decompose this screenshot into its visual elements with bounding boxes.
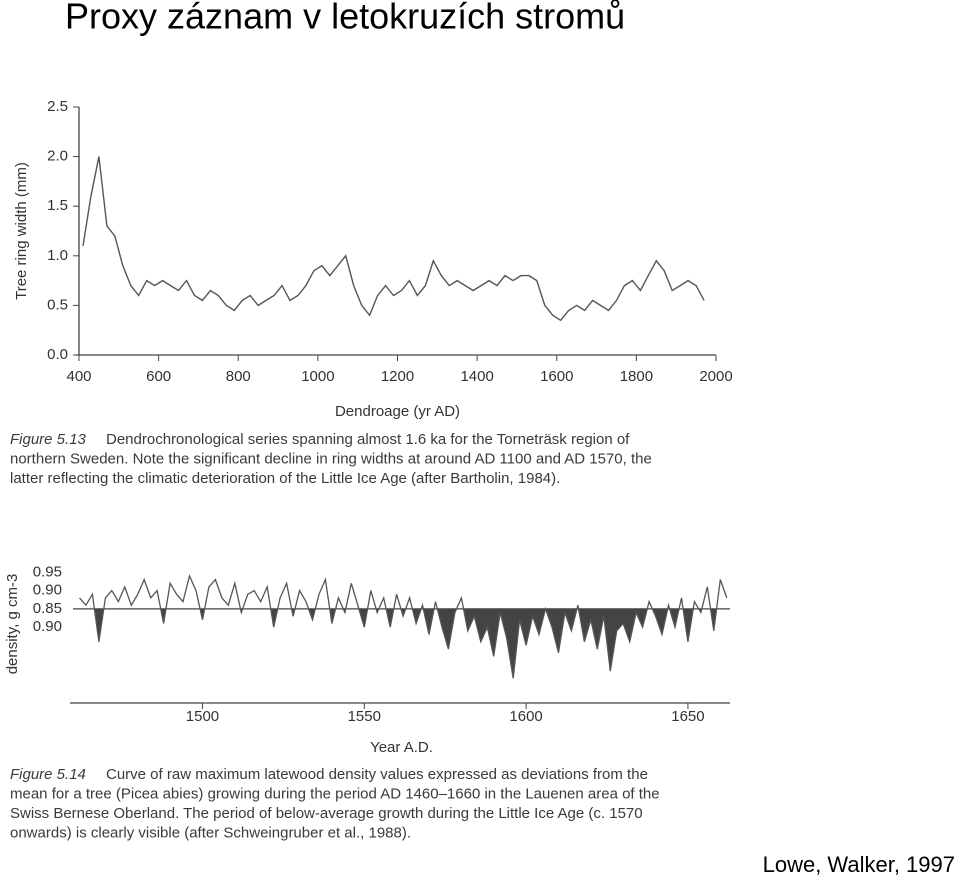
y-tick-label: 2.5 bbox=[47, 98, 68, 115]
slide-title: Proxy záznam v letokruzích stromů bbox=[65, 0, 625, 37]
caption-line: Swiss Bernese Oberland. The period of be… bbox=[10, 805, 643, 822]
y-tick-label: 0.90 bbox=[33, 618, 62, 635]
x-tick-label: 1650 bbox=[671, 708, 704, 725]
caption-label: Figure 5.14 bbox=[10, 766, 86, 783]
x-tick-label: 2000 bbox=[699, 368, 732, 385]
caption-line: northern Sweden. Note the significant de… bbox=[10, 450, 652, 467]
caption-line: mean for a tree (Picea abies) growing du… bbox=[10, 785, 660, 802]
y-tick-label: 0.95 bbox=[33, 563, 62, 580]
x-tick-label: 600 bbox=[146, 368, 171, 385]
caption-line: Curve of raw maximum latewood density va… bbox=[106, 766, 648, 783]
caption-line: Dendrochronological series spanning almo… bbox=[106, 431, 630, 448]
y-tick-label: 2.0 bbox=[47, 148, 68, 165]
y-tick-label: 0.85 bbox=[33, 600, 62, 617]
x-tick-label: 1600 bbox=[540, 368, 573, 385]
series-line bbox=[82, 156, 705, 322]
x-axis-title: Dendroage (yr AD) bbox=[335, 403, 460, 420]
credit: Lowe, Walker, 1997 bbox=[763, 852, 955, 877]
caption-label: Figure 5.13 bbox=[10, 431, 87, 448]
y-tick-label: 0.0 bbox=[47, 346, 68, 363]
x-tick-label: 1600 bbox=[509, 708, 542, 725]
x-tick-label: 1000 bbox=[301, 368, 334, 385]
y-axis-title: density, g cm-3 bbox=[4, 574, 21, 675]
x-tick-label: 400 bbox=[66, 368, 91, 385]
caption-line: latter reflecting the climatic deteriora… bbox=[10, 470, 560, 487]
series-line bbox=[79, 574, 728, 679]
y-tick-label: 0.5 bbox=[47, 296, 68, 313]
caption-line: onwards) is clearly visible (after Schwe… bbox=[10, 824, 411, 841]
x-axis-title: Year A.D. bbox=[370, 739, 433, 756]
x-tick-label: 1800 bbox=[620, 368, 653, 385]
x-tick-label: 1400 bbox=[460, 368, 493, 385]
x-tick-label: 1200 bbox=[381, 368, 414, 385]
x-tick-label: 800 bbox=[226, 368, 251, 385]
y-tick-label: 0.90 bbox=[33, 582, 62, 599]
x-tick-label: 1500 bbox=[186, 708, 219, 725]
y-axis-title: Tree ring width (mm) bbox=[13, 162, 30, 300]
deviation-area bbox=[79, 608, 727, 679]
y-tick-label: 1.0 bbox=[47, 247, 68, 264]
x-tick-label: 1550 bbox=[348, 708, 381, 725]
y-tick-label: 1.5 bbox=[47, 197, 68, 214]
